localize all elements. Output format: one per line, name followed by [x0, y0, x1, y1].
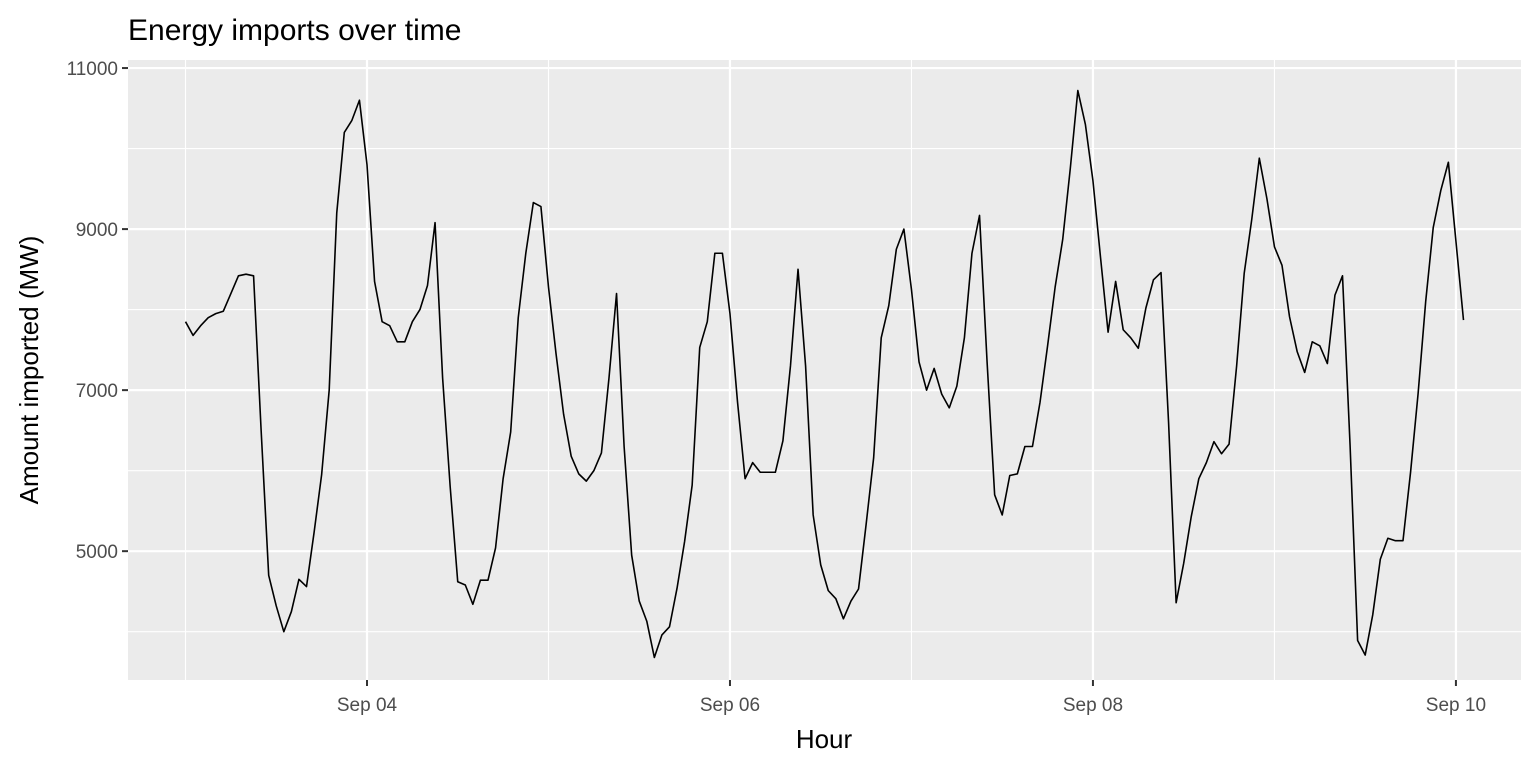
y-tick-label: 11000	[67, 59, 118, 80]
x-tick-label: Sep 10	[1426, 695, 1486, 716]
series-layer	[184, 89, 1465, 659]
y-axis-title: Amount imported (MW)	[14, 236, 44, 505]
x-tick-label: Sep 04	[337, 695, 398, 716]
chart-title: Energy imports over time	[128, 14, 461, 47]
major-gridlines	[128, 60, 1521, 680]
x-axis-title: Hour	[796, 724, 853, 754]
y-axis: 5000 7000 9000 11000	[67, 59, 128, 563]
series-line	[184, 89, 1465, 659]
x-tick-label: Sep 08	[1063, 695, 1123, 716]
x-tick-label: Sep 06	[700, 695, 760, 716]
y-tick-label: 9000	[76, 220, 118, 241]
x-axis: Sep 04 Sep 06 Sep 08 Sep 10	[337, 680, 1486, 716]
minor-gridlines	[128, 60, 1521, 680]
y-tick-label: 5000	[76, 542, 118, 563]
plot-panel	[128, 60, 1521, 680]
y-tick-label: 7000	[76, 381, 118, 402]
